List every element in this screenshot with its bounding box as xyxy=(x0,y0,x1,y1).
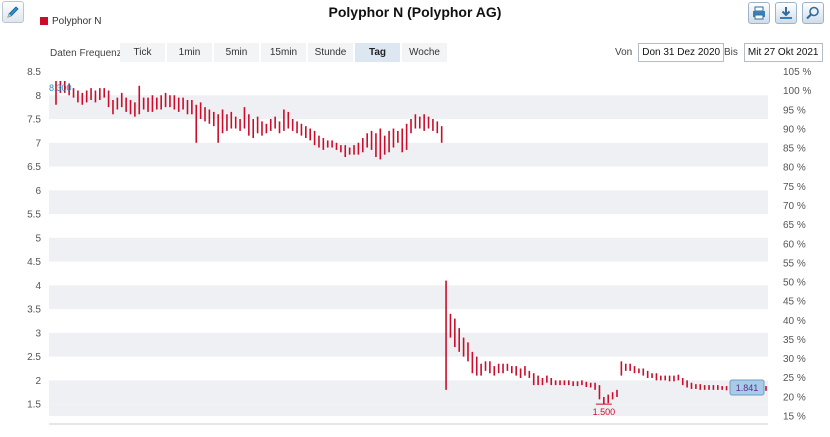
pencil-icon xyxy=(7,6,19,18)
y-tick-left: 4.5 xyxy=(27,257,41,268)
from-date-input[interactable]: Don 31 Dez 2020 xyxy=(638,43,725,62)
tab-1min[interactable]: 1min xyxy=(167,43,212,62)
y-tick-left: 6 xyxy=(35,186,41,197)
chart-title: Polyphor N (Polyphor AG) xyxy=(328,4,502,20)
download-icon xyxy=(780,7,792,19)
frequency-tabs: Tick 1min 5min 15min Stunde Tag Woche xyxy=(120,43,447,62)
tab-5min[interactable]: 5min xyxy=(214,43,259,62)
y-tick-left: 7 xyxy=(35,138,41,149)
y-tick-left: 2 xyxy=(35,376,41,387)
frequency-label: Daten Frequenz xyxy=(50,48,122,59)
range-to: Bis Mit 27 Okt 2021 xyxy=(724,43,823,62)
y-tick-left: 6.5 xyxy=(27,162,41,173)
y-tick-right: 80 % xyxy=(783,163,806,174)
y-tick-left: 1.5 xyxy=(27,400,41,411)
legend-label: Polyphor N xyxy=(52,16,102,27)
tab-stunde[interactable]: Stunde xyxy=(308,43,353,62)
y-tick-right: 50 % xyxy=(783,278,806,289)
y-tick-right: 70 % xyxy=(783,201,806,212)
y-tick-right: 15 % xyxy=(783,412,806,423)
y-tick-left: 7.5 xyxy=(27,115,41,126)
y-tick-left: 5 xyxy=(35,233,41,244)
last-value-box xyxy=(729,379,765,396)
zoom-button[interactable] xyxy=(802,2,824,24)
grid-band xyxy=(49,142,768,167)
y-tick-right: 85 % xyxy=(783,144,806,155)
y-tick-right: 20 % xyxy=(783,392,806,403)
grid-band xyxy=(49,332,768,357)
grid-band xyxy=(49,404,768,416)
y-tick-right: 100 % xyxy=(783,86,811,97)
toolbar xyxy=(748,2,824,24)
y-tick-right: 55 % xyxy=(783,258,806,269)
y-tick-left: 3.5 xyxy=(27,305,41,316)
download-button[interactable] xyxy=(775,2,797,24)
y-tick-right: 105 % xyxy=(783,67,811,78)
high-label: 8.300 xyxy=(49,83,72,93)
tab-15min[interactable]: 15min xyxy=(261,43,306,62)
chart-legend: Polyphor N xyxy=(40,16,101,27)
y-tick-right: 95 % xyxy=(783,105,806,116)
grid-band xyxy=(49,95,768,120)
y-tick-left: 4 xyxy=(35,281,41,292)
y-tick-right: 65 % xyxy=(783,220,806,231)
range-from: Von Don 31 Dez 2020 xyxy=(615,43,725,62)
from-label: Von xyxy=(615,47,633,58)
y-tick-right: 75 % xyxy=(783,182,806,193)
tab-tick[interactable]: Tick xyxy=(120,43,165,62)
grid-band xyxy=(49,285,768,310)
print-button[interactable] xyxy=(748,2,770,24)
print-icon xyxy=(753,6,765,20)
last-value-label: 1.841 xyxy=(736,383,759,393)
y-tick-left: 8 xyxy=(35,91,41,102)
y-tick-right: 25 % xyxy=(783,373,806,384)
y-tick-right: 35 % xyxy=(783,335,806,346)
to-date-input[interactable]: Mit 27 Okt 2021 xyxy=(743,43,823,62)
to-label: Bis xyxy=(724,47,738,58)
grid-band xyxy=(49,380,768,405)
y-tick-left: 3 xyxy=(35,328,41,339)
tab-woche[interactable]: Woche xyxy=(402,43,447,62)
y-tick-right: 90 % xyxy=(783,124,806,135)
y-tick-left: 8.5 xyxy=(27,67,41,78)
edit-button[interactable] xyxy=(2,1,24,23)
zoom-icon xyxy=(806,6,819,20)
y-tick-right: 45 % xyxy=(783,297,806,308)
y-tick-right: 40 % xyxy=(783,316,806,327)
tab-tag[interactable]: Tag xyxy=(355,43,400,62)
y-tick-right: 60 % xyxy=(783,239,806,250)
grid-band xyxy=(49,190,768,215)
legend-swatch xyxy=(40,17,48,25)
grid-band xyxy=(49,237,768,262)
y-tick-left: 5.5 xyxy=(27,210,41,221)
y-tick-right: 30 % xyxy=(783,354,806,365)
low-label: 1.500 xyxy=(593,407,616,417)
y-tick-left: 2.5 xyxy=(27,352,41,363)
